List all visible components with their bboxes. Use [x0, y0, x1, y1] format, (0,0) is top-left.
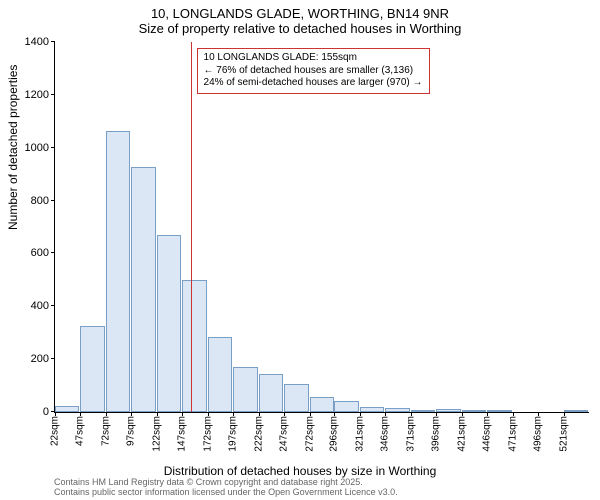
x-tick-label: 247sqm	[279, 416, 290, 452]
x-tick-label: 396sqm	[431, 416, 442, 452]
histogram-bar	[55, 406, 79, 412]
plot-area: 020040060080010001200140022sqm47sqm72sqm…	[54, 42, 589, 413]
marker-line	[191, 42, 192, 412]
x-tick-label: 147sqm	[177, 416, 188, 452]
y-tick-mark	[51, 200, 55, 201]
x-tick-label: 421sqm	[456, 416, 467, 452]
y-tick-mark	[51, 252, 55, 253]
x-axis-label: Distribution of detached houses by size …	[0, 464, 600, 478]
y-tick-label: 600	[31, 247, 49, 259]
histogram-bar	[182, 280, 206, 412]
x-tick-label: 122sqm	[151, 416, 162, 452]
y-tick-label: 200	[31, 353, 49, 365]
histogram-bar	[233, 367, 257, 412]
x-tick-label: 172sqm	[202, 416, 213, 452]
histogram-bar	[157, 235, 181, 412]
histogram-bar	[360, 407, 384, 412]
y-tick-mark	[51, 358, 55, 359]
x-tick-label: 197sqm	[228, 416, 239, 452]
x-tick-label: 446sqm	[482, 416, 493, 452]
x-tick-label: 272sqm	[304, 416, 315, 452]
annotation-box: 10 LONGLANDS GLADE: 155sqm← 76% of detac…	[197, 48, 430, 94]
histogram-bar	[131, 167, 155, 412]
x-tick-label: 521sqm	[558, 416, 569, 452]
y-tick-label: 1400	[25, 36, 49, 48]
y-tick-label: 1000	[25, 142, 49, 154]
y-tick-label: 0	[43, 406, 49, 418]
y-tick-label: 400	[31, 300, 49, 312]
x-tick-label: 22sqm	[50, 416, 61, 446]
histogram-bar	[436, 409, 460, 412]
y-tick-label: 800	[31, 195, 49, 207]
histogram-bar	[487, 410, 511, 412]
x-tick-label: 97sqm	[126, 416, 137, 446]
histogram-bar	[334, 401, 358, 412]
annotation-line3: 24% of semi-detached houses are larger (…	[204, 77, 423, 90]
chart-title-main: 10, LONGLANDS GLADE, WORTHING, BN14 9NR	[0, 0, 600, 21]
x-tick-label: 72sqm	[100, 416, 111, 446]
y-axis-label: Number of detached properties	[6, 65, 20, 230]
histogram-bar	[106, 131, 130, 412]
y-tick-mark	[51, 305, 55, 306]
x-tick-label: 471sqm	[507, 416, 518, 452]
histogram-bar	[259, 374, 283, 412]
histogram-bar	[385, 408, 409, 412]
histogram-bar	[564, 410, 588, 412]
annotation-line1: 10 LONGLANDS GLADE: 155sqm	[204, 52, 423, 65]
histogram-bar	[462, 410, 486, 412]
y-tick-mark	[51, 147, 55, 148]
x-tick-label: 346sqm	[380, 416, 391, 452]
footer-line2: Contains public sector information licen…	[54, 488, 398, 498]
x-tick-label: 222sqm	[253, 416, 264, 452]
histogram-bar	[411, 410, 435, 412]
x-tick-label: 47sqm	[75, 416, 86, 446]
histogram-bar	[208, 337, 232, 412]
y-tick-mark	[51, 94, 55, 95]
histogram-bar	[284, 384, 308, 412]
chart-title-sub: Size of property relative to detached ho…	[0, 21, 600, 40]
y-tick-mark	[51, 41, 55, 42]
y-tick-label: 1200	[25, 89, 49, 101]
x-tick-label: 496sqm	[533, 416, 544, 452]
chart-footer: Contains HM Land Registry data © Crown c…	[54, 478, 398, 498]
histogram-bar	[80, 326, 104, 412]
x-tick-label: 321sqm	[354, 416, 365, 452]
chart-container: 10, LONGLANDS GLADE, WORTHING, BN14 9NR …	[0, 0, 600, 500]
histogram-bar	[310, 397, 334, 412]
x-tick-label: 371sqm	[405, 416, 416, 452]
x-tick-label: 296sqm	[329, 416, 340, 452]
annotation-line2: ← 76% of detached houses are smaller (3,…	[204, 65, 423, 78]
